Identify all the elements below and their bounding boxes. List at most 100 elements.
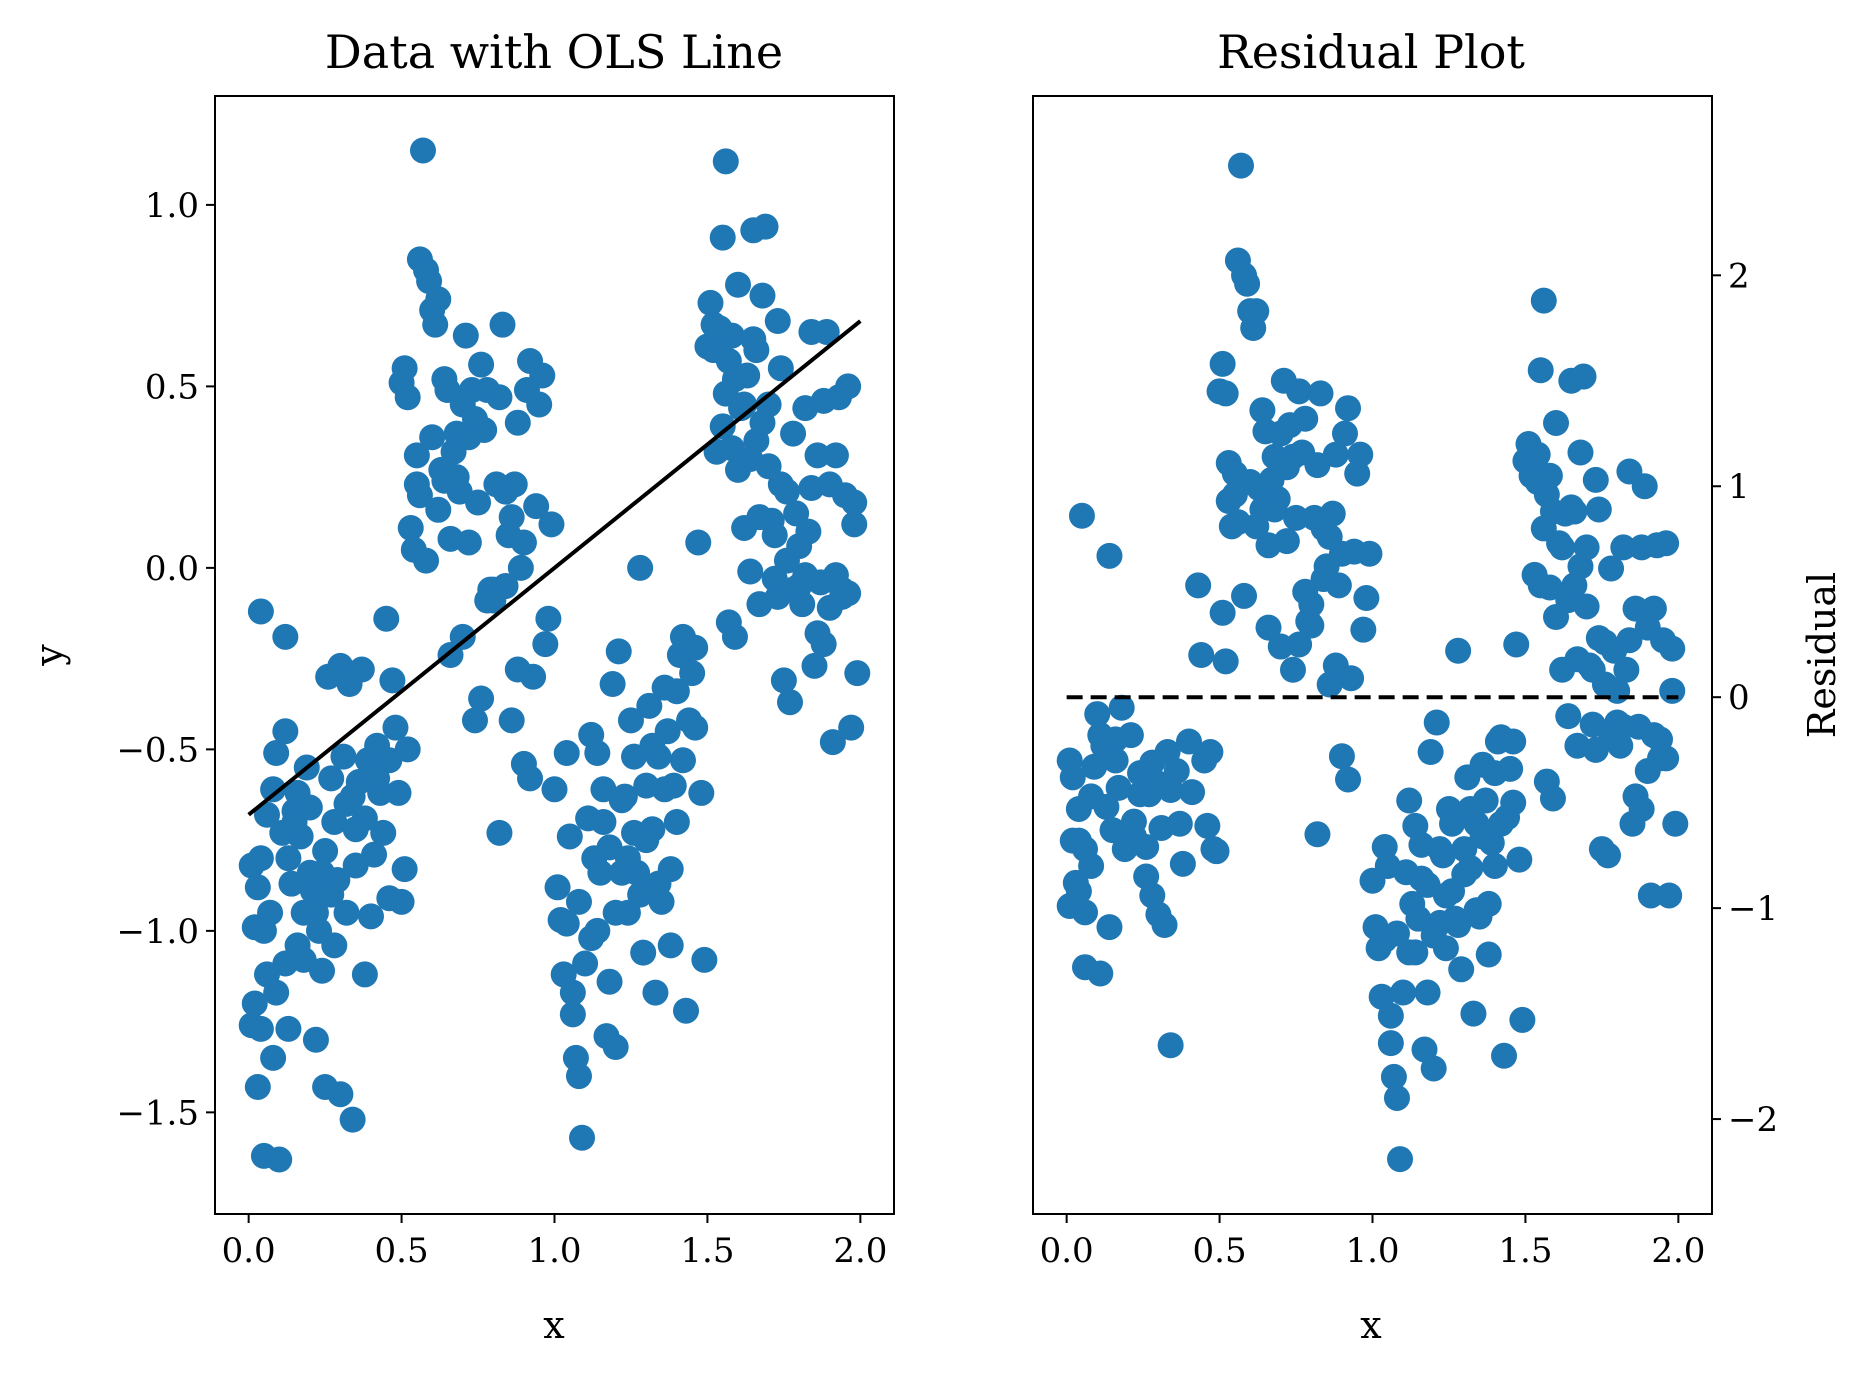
scatter-point bbox=[305, 917, 332, 944]
scatter-point bbox=[403, 442, 430, 469]
scatter-point bbox=[348, 656, 375, 683]
scatter-point bbox=[1604, 677, 1631, 704]
scatter-point bbox=[596, 968, 623, 995]
scatter-point bbox=[419, 424, 446, 451]
scatter-point bbox=[685, 529, 712, 556]
scatter-point bbox=[1622, 595, 1649, 622]
scatter-point bbox=[587, 859, 614, 886]
scatter-point bbox=[247, 1015, 274, 1042]
scatter-point bbox=[1081, 753, 1108, 780]
scatter-point bbox=[1445, 637, 1472, 664]
scatter-point bbox=[605, 638, 632, 665]
scatter-point bbox=[1591, 629, 1618, 656]
x-tick-label: 2.0 bbox=[1651, 1231, 1705, 1271]
scatter-point bbox=[1273, 454, 1300, 481]
scatter-point bbox=[835, 373, 862, 400]
scatter-point bbox=[1481, 760, 1508, 787]
scatter-point bbox=[1659, 677, 1686, 704]
ols-panel-xlabel: x bbox=[543, 1303, 564, 1347]
scatter-point bbox=[247, 598, 274, 625]
scatter-point bbox=[535, 605, 562, 632]
scatter-point bbox=[792, 562, 819, 589]
scatter-point bbox=[1273, 528, 1300, 555]
scatter-point bbox=[327, 1081, 354, 1108]
scatter-point bbox=[682, 714, 709, 741]
scatter-point bbox=[1347, 441, 1374, 468]
x-tick-label: 2.0 bbox=[833, 1231, 887, 1271]
scatter-point bbox=[241, 990, 268, 1017]
scatter-point bbox=[275, 845, 302, 872]
scatter-point bbox=[1539, 785, 1566, 812]
scatter-point bbox=[1286, 378, 1313, 405]
scatter-point bbox=[1426, 836, 1453, 863]
residual-panel: Residual Plot x Residual 0.0 0.5 1.0 1.5 2.0… bbox=[1032, 25, 1844, 1347]
scatter-point bbox=[819, 729, 846, 756]
scatter-point bbox=[443, 464, 470, 491]
scatter-point bbox=[801, 652, 828, 679]
scatter-point bbox=[1087, 722, 1114, 749]
scatter-point bbox=[1582, 736, 1609, 763]
scatter-point bbox=[461, 707, 488, 734]
scatter-point bbox=[746, 504, 773, 531]
scatter-point bbox=[1628, 795, 1655, 822]
residual-panel-ticks: 0.0 0.5 1.0 1.5 2.0 −2 −1 0 1 2 bbox=[1040, 256, 1779, 1271]
scatter-point bbox=[1286, 631, 1313, 658]
scatter-point bbox=[1543, 604, 1570, 631]
scatter-point bbox=[1304, 821, 1331, 848]
scatter-point bbox=[749, 282, 776, 309]
scatter-point bbox=[1527, 572, 1554, 599]
scatter-point bbox=[1059, 764, 1086, 791]
scatter-point bbox=[1487, 810, 1514, 837]
scatter-point bbox=[1188, 642, 1215, 668]
scatter-point bbox=[709, 413, 736, 440]
scatter-point bbox=[804, 442, 831, 469]
scatter-point bbox=[697, 289, 724, 316]
x-tick-label: 1.0 bbox=[527, 1231, 581, 1271]
scatter-point bbox=[636, 692, 663, 719]
scatter-point bbox=[373, 605, 400, 632]
scatter-point bbox=[1524, 441, 1551, 468]
scatter-point bbox=[257, 899, 284, 926]
scatter-point bbox=[1423, 709, 1450, 736]
scatter-point bbox=[253, 801, 280, 828]
scatter-point bbox=[651, 776, 678, 803]
scatter-point bbox=[1331, 420, 1358, 447]
scatter-point bbox=[835, 580, 862, 607]
residual-panel-xlabel: x bbox=[1360, 1303, 1381, 1347]
scatter-point bbox=[1120, 808, 1147, 835]
scatter-point bbox=[357, 903, 384, 930]
scatter-point bbox=[1237, 469, 1264, 496]
scatter-point bbox=[290, 899, 317, 926]
scatter-point bbox=[1212, 648, 1239, 675]
scatter-point bbox=[1567, 439, 1594, 466]
x-tick-label: 0.5 bbox=[375, 1231, 429, 1271]
scatter-point bbox=[752, 213, 779, 240]
scatter-point bbox=[1475, 941, 1502, 968]
scatter-point bbox=[504, 656, 531, 683]
scatter-point bbox=[786, 533, 813, 560]
scatter-point bbox=[425, 496, 452, 523]
scatter-point bbox=[1243, 298, 1270, 325]
scatter-point bbox=[333, 899, 360, 926]
ols-panel-lines bbox=[247, 319, 862, 817]
scatter-point bbox=[1298, 612, 1325, 639]
scatter-point bbox=[260, 776, 287, 803]
scatter-point bbox=[361, 841, 388, 868]
scatter-point bbox=[572, 950, 599, 977]
scatter-point bbox=[764, 583, 791, 610]
scatter-point bbox=[1234, 270, 1261, 297]
scatter-point bbox=[1481, 852, 1508, 879]
scatter-point bbox=[1068, 502, 1095, 529]
scatter-point bbox=[578, 925, 605, 952]
scatter-point bbox=[422, 311, 449, 338]
scatter-point bbox=[639, 732, 666, 759]
residual-panel-title: Residual Plot bbox=[1217, 25, 1525, 79]
scatter-point bbox=[761, 522, 788, 549]
scatter-point bbox=[1500, 789, 1527, 816]
y-tick-label: −1.0 bbox=[116, 912, 199, 952]
scatter-point bbox=[1503, 631, 1530, 658]
scatter-point bbox=[1570, 363, 1597, 390]
scatter-point bbox=[281, 808, 308, 835]
scatter-point bbox=[1185, 572, 1212, 599]
scatter-point bbox=[1319, 500, 1346, 527]
